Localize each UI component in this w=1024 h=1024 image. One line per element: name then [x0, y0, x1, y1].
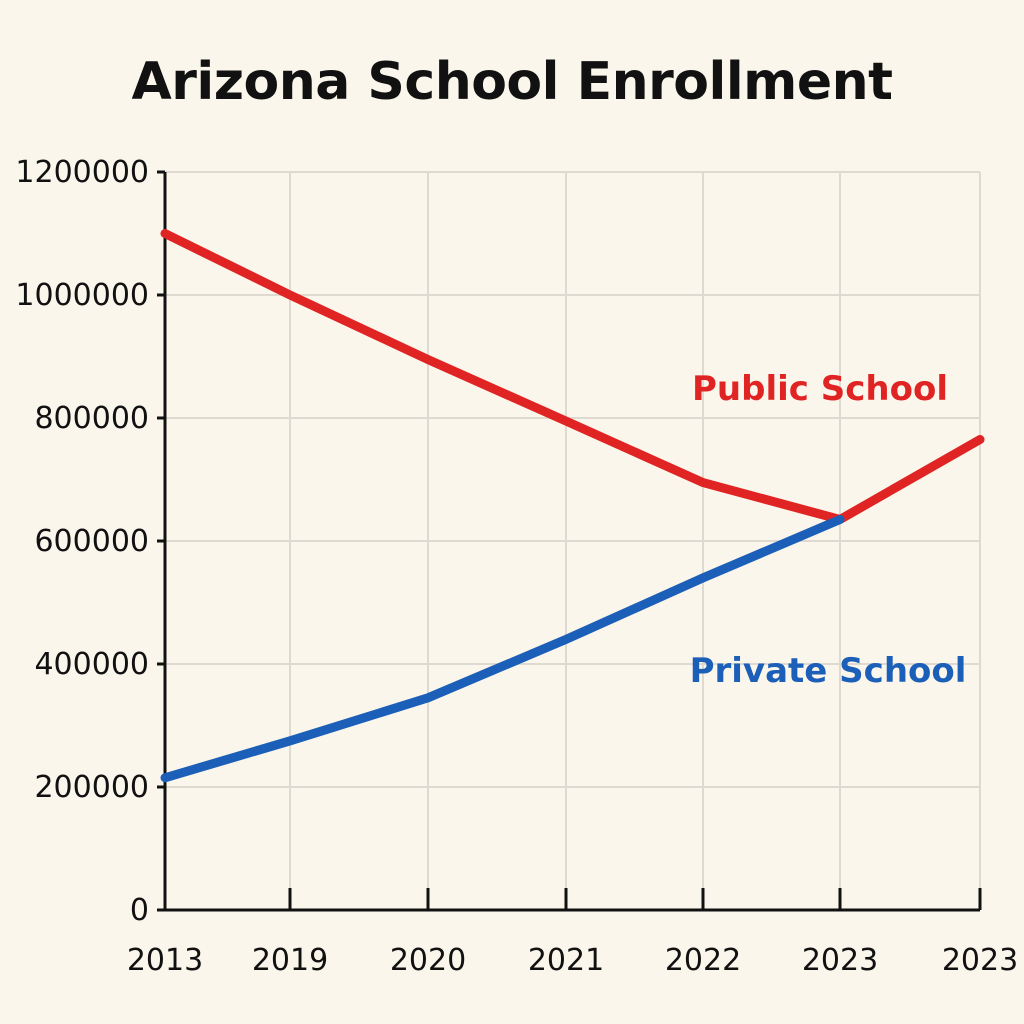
x-tick-label: 2013 — [127, 943, 203, 978]
series-labels: Public School Private School — [690, 369, 967, 691]
y-tick-label: 1200000 — [15, 155, 149, 190]
x-tick-label: 2021 — [528, 943, 604, 978]
y-tick-labels: 0 200000 400000 600000 800000 1000000 1200000 — [15, 155, 149, 928]
series-label-public-school: Public School — [692, 369, 948, 409]
series-label-private-school: Private School — [690, 651, 967, 691]
series-line-private-school — [160, 514, 845, 783]
x-tick-label: 2023 — [802, 943, 878, 978]
y-tick-label: 800000 — [34, 401, 149, 436]
y-tick-label: 600000 — [34, 524, 149, 559]
axes — [157, 170, 982, 912]
y-tick-label: 1000000 — [15, 278, 149, 313]
chart-title: Arizona School Enrollment — [131, 52, 893, 112]
x-tick-label: 2022 — [665, 943, 741, 978]
x-tick-label: 2020 — [390, 943, 466, 978]
y-tick-label: 0 — [130, 893, 149, 928]
x-tick-label: 2019 — [252, 943, 328, 978]
series-lines — [160, 229, 985, 783]
y-tick-label: 200000 — [34, 770, 149, 805]
x-tick-label: 2023 — [942, 943, 1018, 978]
gridlines — [165, 171, 981, 910]
x-tick-labels: 2013 2019 2020 2021 2022 2023 2023 — [127, 943, 1018, 978]
y-tick-label: 400000 — [34, 647, 149, 682]
